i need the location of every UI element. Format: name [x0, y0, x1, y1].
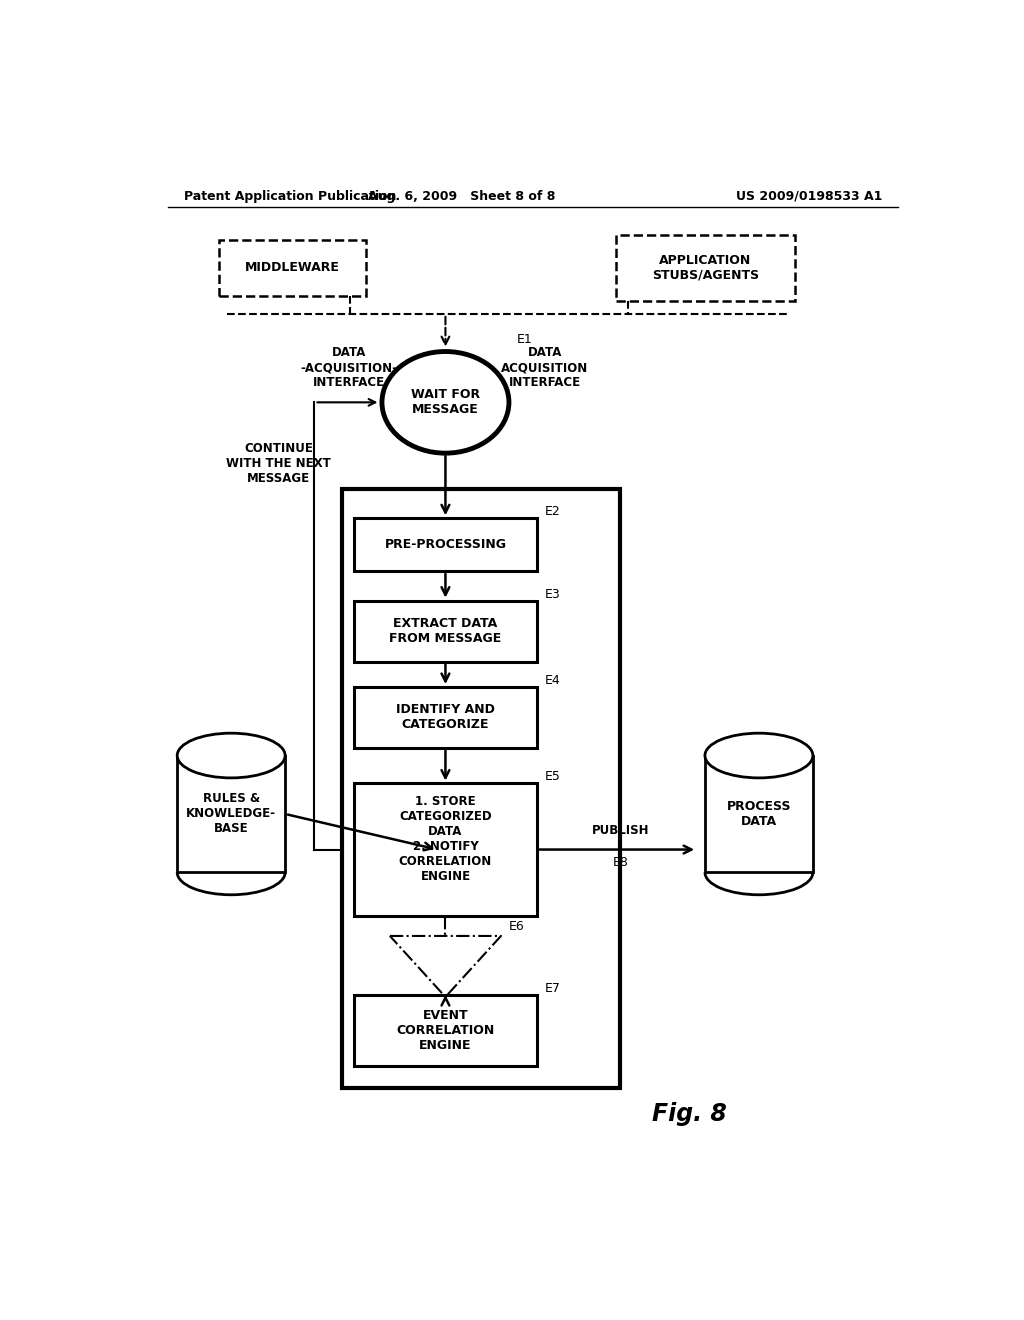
Text: EVENT
CORRELATION
ENGINE: EVENT CORRELATION ENGINE [396, 1008, 495, 1052]
Text: E3: E3 [545, 587, 560, 601]
Text: CONTINUE
WITH THE NEXT
MESSAGE: CONTINUE WITH THE NEXT MESSAGE [226, 442, 331, 484]
Text: E8: E8 [613, 855, 629, 869]
Bar [177, 755, 285, 873]
Bar [219, 240, 367, 296]
Text: E4: E4 [545, 675, 560, 686]
Text: WAIT FOR
MESSAGE: WAIT FOR MESSAGE [411, 388, 480, 416]
Text: 1. STORE
CATEGORIZED
DATA
2. NOTIFY
CORRELATION
ENGINE: 1. STORE CATEGORIZED DATA 2. NOTIFY CORR… [398, 796, 493, 883]
Bar [354, 686, 537, 748]
Text: E7: E7 [545, 982, 560, 995]
Text: RULES &
KNOWLEDGE-
BASE: RULES & KNOWLEDGE- BASE [186, 792, 276, 836]
Text: DATA
-ACQUISITION-
INTERFACE: DATA -ACQUISITION- INTERFACE [300, 346, 397, 389]
Text: PROCESS
DATA: PROCESS DATA [727, 800, 792, 828]
Text: Patent Application Publication: Patent Application Publication [183, 190, 396, 202]
Text: APPLICATION
STUBS/AGENTS: APPLICATION STUBS/AGENTS [652, 253, 759, 281]
Text: MIDDLEWARE: MIDDLEWARE [245, 261, 340, 275]
Bar [354, 784, 537, 916]
Text: PUBLISH: PUBLISH [592, 825, 649, 837]
Text: E2: E2 [545, 506, 560, 519]
Bar [616, 235, 795, 301]
Text: E5: E5 [545, 771, 560, 784]
Text: Aug. 6, 2009   Sheet 8 of 8: Aug. 6, 2009 Sheet 8 of 8 [368, 190, 555, 202]
Bar [354, 995, 537, 1067]
Bar [342, 488, 621, 1089]
Text: Fig. 8: Fig. 8 [652, 1102, 727, 1126]
Bar [705, 755, 813, 873]
Text: US 2009/0198533 A1: US 2009/0198533 A1 [735, 190, 882, 202]
Bar [354, 601, 537, 661]
Ellipse shape [705, 733, 813, 777]
Ellipse shape [382, 351, 509, 453]
Text: PRE-PROCESSING: PRE-PROCESSING [384, 539, 507, 552]
Text: IDENTIFY AND
CATEGORIZE: IDENTIFY AND CATEGORIZE [396, 704, 495, 731]
Bar [354, 519, 537, 572]
Text: EXTRACT DATA
FROM MESSAGE: EXTRACT DATA FROM MESSAGE [389, 616, 502, 645]
Text: E1: E1 [517, 334, 532, 346]
Ellipse shape [177, 733, 285, 777]
Text: DATA
ACQUISITION
INTERFACE: DATA ACQUISITION INTERFACE [501, 346, 588, 389]
Text: E6: E6 [509, 920, 524, 933]
